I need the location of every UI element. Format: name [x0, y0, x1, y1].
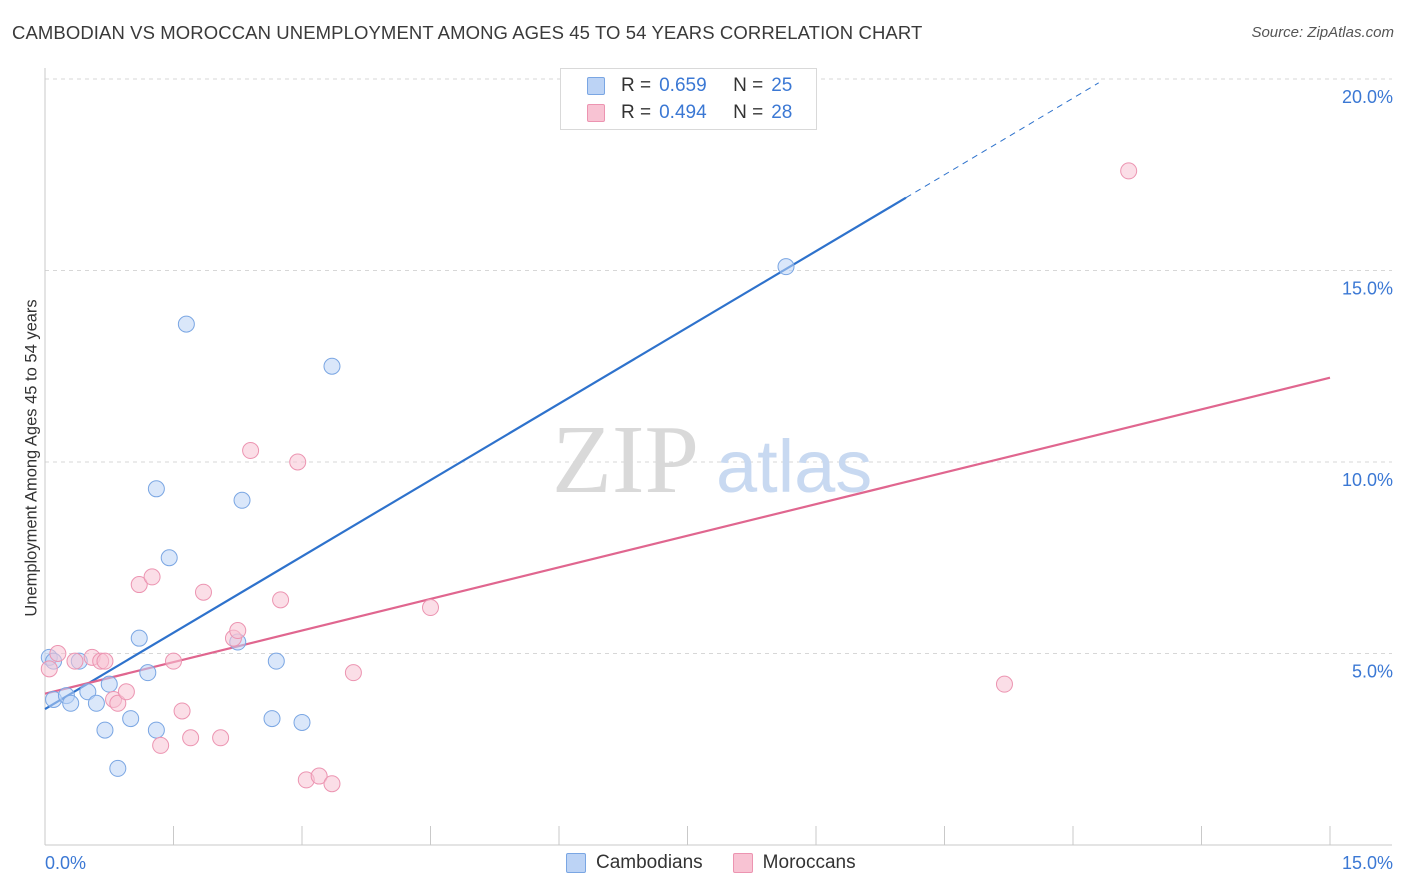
watermark-zip: ZIP [552, 406, 699, 514]
x-tick-label: 0.0% [45, 853, 86, 873]
cambodian-point [130, 629, 148, 647]
moroccan-point [96, 652, 114, 670]
legend-row-moroccans: R = 0.494 N = 28 [587, 100, 792, 126]
moroccan-point [117, 683, 135, 701]
watermark: ZIP atlas [552, 406, 872, 514]
chart-title: CAMBODIAN VS MOROCCAN UNEMPLOYMENT AMONG… [12, 22, 923, 43]
moroccan-point [130, 576, 148, 594]
moroccan-point [182, 729, 200, 747]
n-label: N = [733, 102, 764, 123]
cambodian-point [109, 759, 127, 777]
moroccans-legend-label: Moroccans [762, 852, 856, 873]
moroccans-legend-swatch [732, 853, 753, 873]
moroccans-trendline [44, 376, 1331, 695]
moroccan-point [212, 729, 230, 747]
moroccan-point [323, 775, 341, 793]
cambodians-trendline-extension [905, 82, 1099, 199]
moroccans-swatch [587, 104, 605, 122]
cambodian-point [100, 675, 118, 693]
moroccan-point [272, 591, 290, 609]
cambodian-point [267, 652, 285, 670]
y-tick-label: 20.0% [1342, 87, 1393, 107]
cambodian-point [122, 710, 140, 728]
r-label: R = [621, 102, 652, 123]
trend-layer [44, 82, 1331, 710]
cambodian-point [147, 721, 165, 739]
cambodian-point [96, 721, 114, 739]
watermark-atlas: atlas [716, 425, 872, 508]
legend-row-cambodians: R = 0.659 N = 25 [587, 73, 792, 99]
cambodian-point [139, 664, 157, 682]
cambodian-point [160, 549, 178, 567]
grid-layer [45, 78, 1392, 654]
cambodian-point [263, 710, 281, 728]
moroccan-point [165, 652, 182, 670]
x-tick-label: 15.0% [1342, 853, 1393, 873]
series-legend: Cambodians Moroccans [566, 852, 886, 874]
correlation-legend: R = 0.659 N = 25 R = 0.494 N = 28 [560, 68, 817, 130]
moroccan-point [49, 645, 67, 662]
cambodians-legend-swatch [566, 853, 586, 873]
legend-item-moroccans[interactable]: Moroccans [732, 852, 856, 874]
moroccan-point [310, 767, 328, 785]
moroccan-point [422, 599, 439, 617]
moroccan-point [143, 568, 161, 586]
cambodian-point [233, 491, 251, 509]
r-value: 0.659 [659, 75, 707, 96]
moroccan-point [109, 694, 127, 712]
y-axis-title: Unemployment Among Ages 45 to 54 years [22, 299, 41, 617]
cambodian-point [777, 258, 795, 276]
cambodians-swatch [587, 77, 605, 95]
moroccan-point [66, 652, 84, 670]
moroccan-point [173, 702, 191, 720]
moroccan-point [242, 442, 260, 460]
y-tick-label: 10.0% [1342, 470, 1393, 490]
moroccan-point [152, 736, 170, 754]
moroccan-point [194, 583, 212, 601]
n-value: 25 [771, 75, 793, 96]
y-tick-label: 5.0% [1352, 662, 1393, 682]
cambodian-point [62, 694, 80, 712]
source-label: Source: ZipAtlas.com [1251, 24, 1394, 41]
cambodian-point [87, 694, 105, 712]
n-label: N = [733, 75, 764, 96]
cambodian-point [147, 480, 165, 498]
cambodian-point [177, 315, 195, 333]
r-label: R = [621, 75, 652, 96]
label-layer: 5.0% 10.0% 15.0% 20.0% 0.0% 15.0% [45, 87, 1393, 873]
cambodian-point [293, 713, 311, 731]
moroccan-point [344, 664, 362, 682]
points-layer [40, 162, 1138, 793]
moroccan-point [289, 453, 307, 471]
r-value: 0.494 [659, 102, 707, 123]
axis-layer [44, 68, 1392, 846]
n-value: 28 [771, 102, 793, 123]
y-tick-label: 15.0% [1342, 279, 1393, 299]
moroccan-point [995, 675, 1013, 693]
cambodian-point [323, 357, 341, 375]
moroccan-point [40, 660, 58, 678]
cambodians-legend-label: Cambodians [596, 852, 703, 873]
cambodian-point [79, 683, 97, 701]
legend-item-cambodians[interactable]: Cambodians [566, 852, 703, 874]
moroccan-point [229, 622, 247, 640]
moroccan-point [1120, 162, 1138, 180]
cambodians-trendline [44, 196, 907, 710]
